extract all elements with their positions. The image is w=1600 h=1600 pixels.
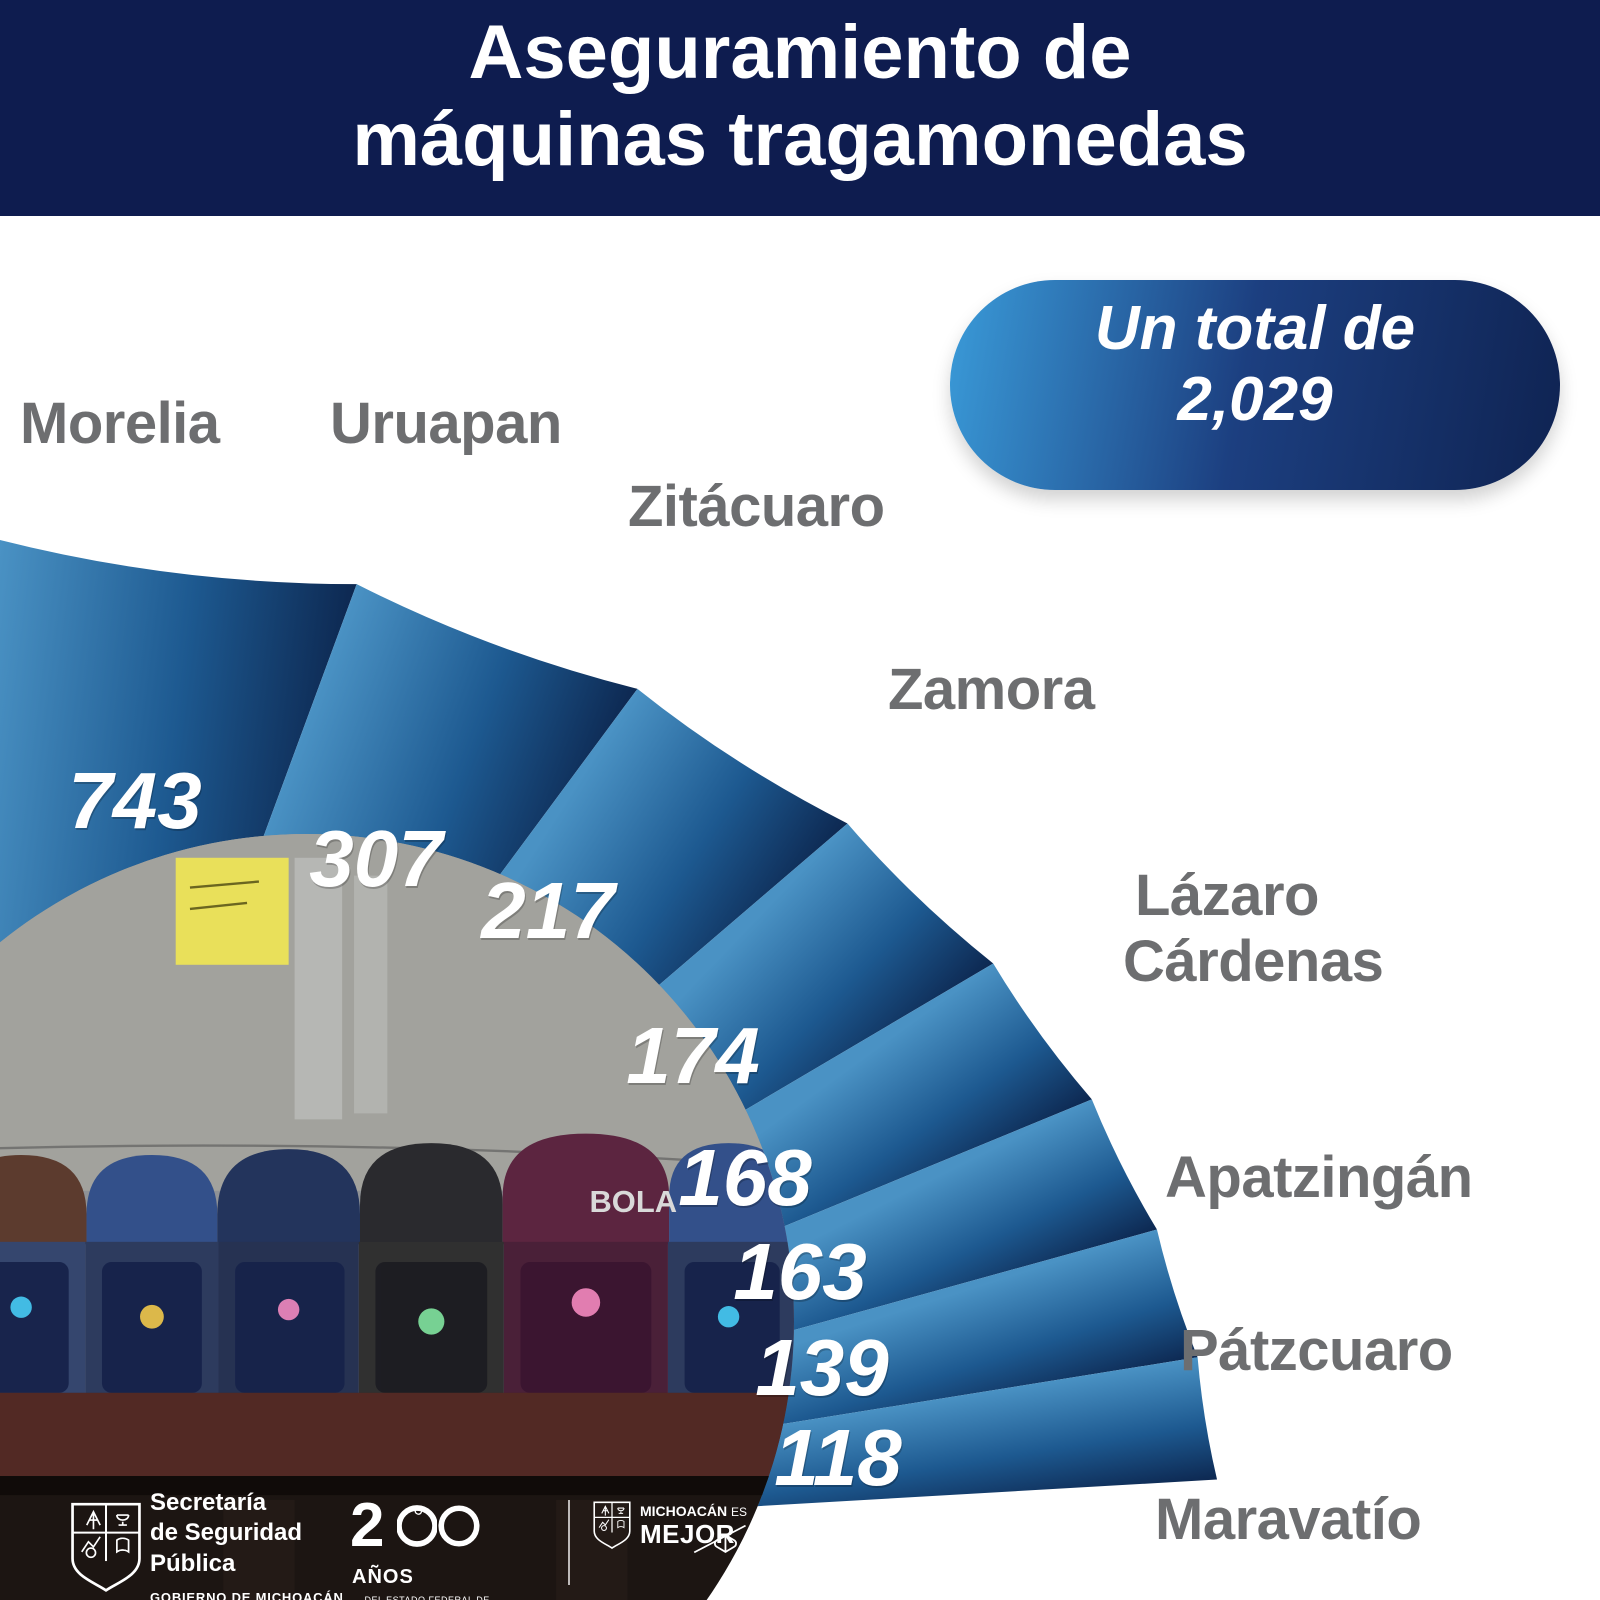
svg-text:BOLA: BOLA: [589, 1184, 677, 1219]
